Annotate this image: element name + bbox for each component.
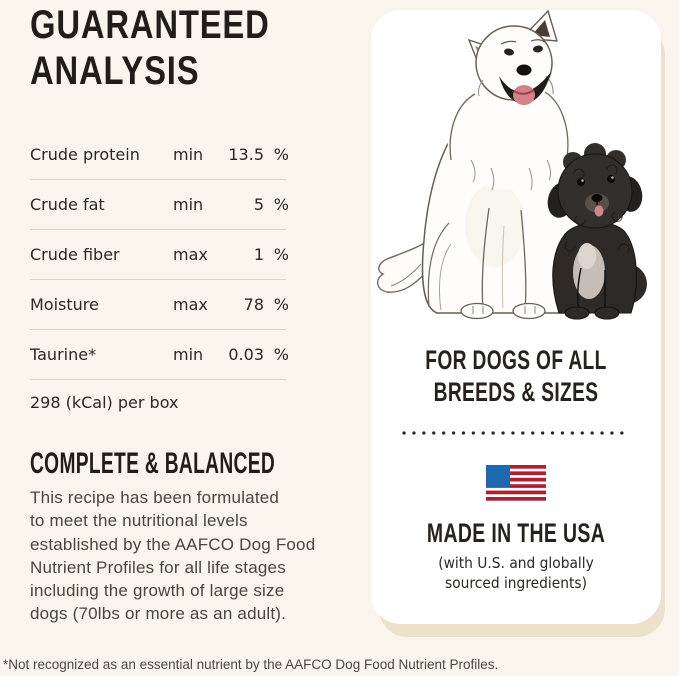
for-all-breeds-card: FOR DOGS OF ALL BREEDS & SIZES MADE IN T… (371, 10, 661, 624)
table-row: Crude fiber max 1 % (30, 230, 289, 280)
nutrient-qualifier: max (173, 245, 208, 264)
card-headline: FOR DOGS OF ALL BREEDS & SIZES (425, 345, 607, 407)
nutrient-label: Crude protein (30, 145, 140, 164)
table-row: Taurine* min 0.03 % (30, 330, 289, 380)
nutrient-qualifier: min (173, 145, 204, 164)
taurine-footnote: *Not recognized as an essential nutrient… (3, 657, 499, 672)
nutrient-value: 0.03 (228, 345, 264, 364)
nutrient-qualifier: max (173, 295, 208, 314)
nutrient-label: Crude fat (30, 195, 105, 214)
sourced-ingredients-note: (with U.S. and globally sourced ingredie… (438, 554, 594, 592)
dotted-divider (402, 431, 631, 435)
nutrient-label: Taurine* (30, 345, 97, 364)
calories-note: 298 (kCal) per box (30, 393, 179, 412)
complete-balanced-title: COMPLETE & BALANCED (30, 447, 276, 480)
guaranteed-analysis-table: Crude protein min 13.5 % Crude fat min 5… (30, 130, 289, 380)
nutrient-label: Crude fiber (30, 245, 120, 264)
nutrient-value: 13.5 (228, 145, 264, 164)
nutrient-qualifier: min (173, 345, 204, 364)
title-line-1: GUARANTEED (30, 3, 270, 47)
nutrient-qualifier: min (173, 195, 204, 214)
made-in-usa-title: MADE IN THE USA (426, 518, 606, 548)
table-row: Moisture max 78 % (30, 280, 289, 330)
nutrient-value: 1 (253, 245, 264, 264)
nutrient-value: 78 (243, 295, 264, 314)
nutrient-unit: % (273, 345, 289, 364)
aafco-statement: This recipe has been formulated to meet … (30, 488, 316, 624)
title-line-2: ANALYSIS (30, 49, 200, 93)
nutrient-unit: % (273, 145, 289, 164)
nutrient-unit: % (273, 245, 289, 264)
table-row: Crude fat min 5 % (30, 180, 289, 230)
nutrient-unit: % (273, 295, 289, 314)
table-row: Crude protein min 13.5 % (30, 130, 289, 180)
dogs-illustration (376, 10, 647, 320)
nutrient-label: Moisture (30, 295, 99, 314)
guaranteed-analysis-title: GUARANTEED ANALYSIS (30, 2, 322, 94)
usa-flag-icon (486, 465, 546, 501)
nutrient-unit: % (273, 195, 289, 214)
nutrient-value: 5 (253, 195, 264, 214)
